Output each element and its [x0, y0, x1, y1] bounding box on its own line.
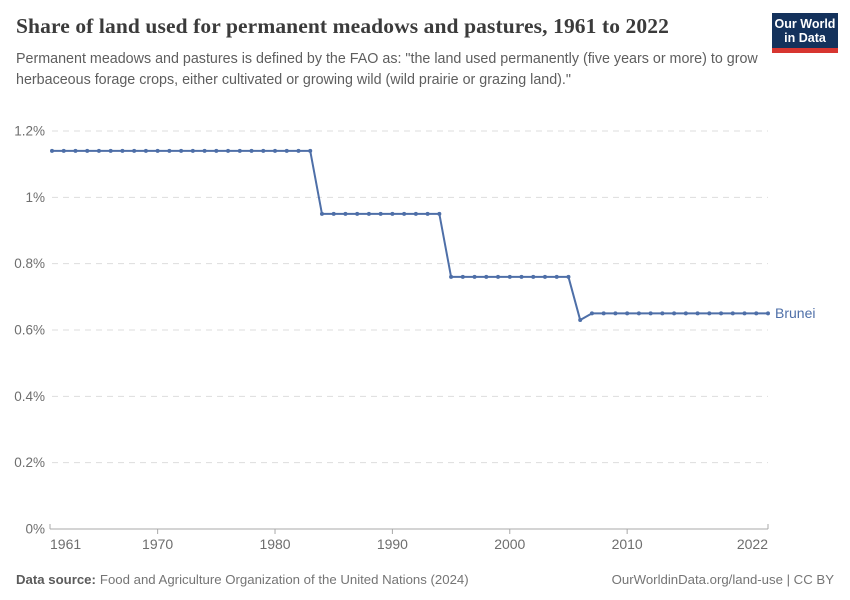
data-point — [73, 148, 78, 153]
data-point — [437, 211, 442, 216]
data-point — [660, 311, 665, 316]
x-axis-tick-label: 2022 — [737, 536, 768, 552]
data-point — [179, 148, 184, 153]
y-axis-tick-label: 1% — [25, 190, 45, 205]
data-point — [613, 311, 618, 316]
x-axis-tick-label: 1980 — [259, 536, 290, 552]
data-point — [390, 211, 395, 216]
x-axis-tick-label: 1961 — [50, 536, 81, 552]
data-point — [214, 148, 219, 153]
data-point — [496, 274, 501, 279]
data-point — [237, 148, 242, 153]
y-axis-tick-label: 1.2% — [14, 124, 45, 139]
data-point — [578, 318, 583, 323]
data-point — [249, 148, 254, 153]
data-source-label: Data source: — [16, 572, 96, 587]
data-point — [85, 148, 90, 153]
data-point — [226, 148, 231, 153]
y-axis-tick-label: 0.2% — [14, 455, 45, 470]
chart-title: Share of land used for permanent meadows… — [16, 14, 669, 38]
chart-header: Share of land used for permanent meadows… — [16, 11, 761, 91]
data-point — [566, 274, 571, 279]
data-point — [472, 274, 477, 279]
x-axis-tick-label: 2010 — [612, 536, 643, 552]
data-point — [413, 211, 418, 216]
data-point — [648, 311, 653, 316]
y-axis-tick-label: 0.8% — [14, 256, 45, 271]
data-point — [61, 148, 66, 153]
data-source: Data source: Food and Agriculture Organiz… — [16, 572, 469, 587]
data-point — [167, 148, 172, 153]
y-axis-tick-label: 0% — [25, 522, 45, 537]
data-point — [730, 311, 735, 316]
data-point — [531, 274, 536, 279]
data-point — [108, 148, 113, 153]
data-point — [331, 211, 336, 216]
data-point — [425, 211, 430, 216]
data-point — [683, 311, 688, 316]
data-point — [202, 148, 207, 153]
chart-subtitle: Permanent meadows and pastures is define… — [16, 51, 758, 88]
data-point — [636, 311, 641, 316]
data-point — [143, 148, 148, 153]
data-point — [695, 311, 700, 316]
chart-footer: Data source: Food and Agriculture Organiz… — [16, 572, 834, 587]
owid-logo[interactable]: Our World in Data — [772, 13, 838, 53]
data-point — [132, 148, 137, 153]
x-axis-tick-label: 2000 — [494, 536, 525, 552]
series-label-brunei: Brunei — [775, 305, 815, 321]
data-point — [754, 311, 759, 316]
data-point — [355, 211, 360, 216]
data-point — [707, 311, 712, 316]
data-point — [519, 274, 524, 279]
owid-logo-line2: in Data — [784, 31, 826, 45]
data-point — [319, 211, 324, 216]
data-point — [296, 148, 301, 153]
data-point — [284, 148, 289, 153]
data-point — [484, 274, 489, 279]
data-point — [589, 311, 594, 316]
owid-logo-line1: Our World — [774, 17, 836, 31]
data-point — [273, 148, 278, 153]
data-point — [460, 274, 465, 279]
data-point — [402, 211, 407, 216]
data-point — [155, 148, 160, 153]
data-point — [50, 148, 54, 153]
data-line-brunei — [51, 149, 769, 322]
data-point — [601, 311, 606, 316]
data-point — [308, 148, 313, 153]
x-axis-tick-label: 1990 — [377, 536, 408, 552]
x-axis-tick-label: 1970 — [142, 536, 173, 552]
data-point — [96, 148, 101, 153]
data-source-text: Food and Agriculture Organization of the… — [99, 572, 469, 587]
data-point — [719, 311, 724, 316]
data-point — [507, 274, 512, 279]
data-point — [742, 311, 747, 316]
data-point — [261, 148, 266, 153]
data-point — [554, 274, 559, 279]
data-point — [343, 211, 348, 216]
y-axis-tick-label: 0.4% — [14, 389, 45, 404]
data-point — [120, 148, 125, 153]
data-point — [625, 311, 630, 316]
data-point — [378, 211, 383, 216]
data-point — [542, 274, 547, 279]
data-point — [190, 148, 195, 153]
data-point — [449, 274, 454, 279]
data-point — [366, 211, 371, 216]
data-point — [672, 311, 677, 316]
credit-link[interactable]: OurWorldinData.org/land-use | CC BY — [611, 572, 834, 587]
y-axis-tick-label: 0.6% — [14, 323, 45, 338]
data-point — [766, 311, 770, 316]
